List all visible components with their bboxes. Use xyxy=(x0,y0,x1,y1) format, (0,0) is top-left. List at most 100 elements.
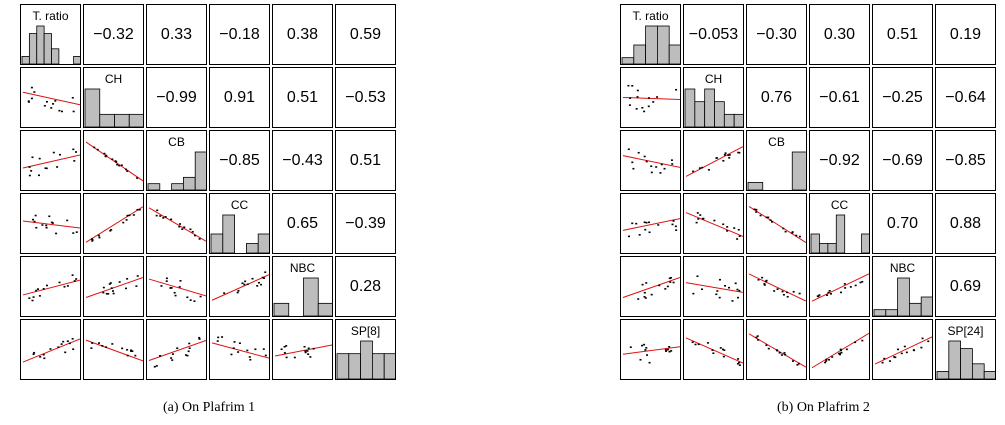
scatter-point xyxy=(764,280,767,283)
scatter-point xyxy=(755,211,758,213)
correlation-cell: −0.18 xyxy=(209,4,270,65)
scatter-point xyxy=(98,342,101,344)
scatter-point xyxy=(736,362,739,365)
scatter-point xyxy=(221,336,224,338)
scatter-point xyxy=(631,85,634,87)
scatter-point xyxy=(50,221,53,224)
scatter-point xyxy=(125,168,128,171)
scatter-point xyxy=(738,289,741,292)
histogram-plot xyxy=(336,340,395,379)
scatter-point xyxy=(755,336,758,339)
correlation-value: 0.51 xyxy=(886,25,919,43)
histogram-bar xyxy=(303,277,319,316)
scatter-point xyxy=(666,285,669,288)
scatter-point xyxy=(648,361,651,364)
scatter-point xyxy=(44,167,47,169)
scatter-point xyxy=(136,275,139,277)
scatter-point xyxy=(91,342,94,344)
scatter-point xyxy=(178,223,181,225)
scatter-point xyxy=(102,291,105,294)
scatter-point xyxy=(713,219,716,222)
correlation-cell: −0.85 xyxy=(209,130,270,191)
correlation-value: −0.64 xyxy=(945,88,986,106)
correlation-cell: 0.51 xyxy=(335,130,396,191)
variable-label: SP[24] xyxy=(947,324,984,338)
scatter-point xyxy=(42,288,45,290)
scatter-plot xyxy=(685,337,743,366)
scatter-point xyxy=(93,146,96,149)
scatter-point xyxy=(41,224,44,226)
scatter-point xyxy=(116,163,119,166)
scatter-point xyxy=(193,234,196,237)
scatter-point xyxy=(60,343,63,345)
correlation-cell: −0.39 xyxy=(335,193,396,254)
scatter-plot-cell xyxy=(83,193,144,254)
scatter-point xyxy=(121,347,124,350)
scatter-point xyxy=(927,340,930,343)
histogram-bar xyxy=(827,243,837,253)
scatter-point xyxy=(631,222,634,225)
scatter-point xyxy=(165,277,168,280)
scatter-plot xyxy=(811,273,869,302)
scatter-point xyxy=(238,342,241,345)
scatter-plot xyxy=(748,206,806,243)
histogram-bar xyxy=(704,88,715,127)
scatter-point xyxy=(28,166,31,168)
histogram-bar xyxy=(210,233,224,253)
variable-label: CB xyxy=(768,135,785,149)
scatter-point xyxy=(765,344,768,347)
scatter-point xyxy=(174,294,177,297)
scatter-point xyxy=(912,349,915,351)
scatter-point xyxy=(668,346,671,348)
scatter-point xyxy=(829,293,832,295)
scatter-point xyxy=(702,217,705,220)
correlation-cell: −0.53 xyxy=(335,67,396,128)
scatter-point xyxy=(695,221,698,224)
histogram-bar xyxy=(920,296,932,316)
scatter-point xyxy=(264,271,267,274)
scatter-point xyxy=(171,353,174,355)
scatter-point xyxy=(134,354,137,357)
scatter-plot-cell xyxy=(20,130,81,191)
scatter-point xyxy=(198,338,201,340)
scatter-plot-cell xyxy=(146,319,207,380)
scatter-point xyxy=(921,337,924,340)
scatter-point xyxy=(767,216,770,219)
scatter-point xyxy=(845,348,848,351)
histogram-bar xyxy=(99,113,115,127)
scatter-point xyxy=(734,282,737,285)
scatter-point xyxy=(647,97,650,99)
regression-line xyxy=(622,346,680,355)
variable-label: NBC xyxy=(889,261,916,275)
scatter-point xyxy=(112,292,115,295)
scatter-plot-cell xyxy=(20,67,81,128)
scatter-point xyxy=(701,288,704,291)
scatter-point xyxy=(126,354,129,357)
scatter-point xyxy=(246,349,249,352)
scatter-point xyxy=(126,349,129,351)
scatter-plot xyxy=(622,84,680,113)
scatter-point xyxy=(248,356,251,358)
histogram-bar xyxy=(936,371,950,379)
scatter-point xyxy=(131,350,134,352)
scatter-point xyxy=(188,347,191,350)
scatter-point xyxy=(30,97,33,100)
scatter-point xyxy=(643,343,646,346)
scatter-point xyxy=(312,347,315,350)
scatter-point xyxy=(881,361,884,364)
scatter-point xyxy=(798,235,801,238)
scatter-point xyxy=(726,226,729,228)
scatter-point xyxy=(72,348,75,350)
scatter-point xyxy=(647,221,650,224)
scatter-point xyxy=(72,110,75,113)
scatter-point xyxy=(176,347,179,349)
scatter-point xyxy=(108,283,111,285)
scatter-point xyxy=(293,356,296,359)
scatter-point xyxy=(122,221,125,224)
scatter-point xyxy=(755,208,758,211)
correlation-value: −0.25 xyxy=(882,88,923,106)
scatter-plot-cell xyxy=(683,193,744,254)
scatter-point xyxy=(251,277,254,280)
scatter-point xyxy=(193,300,196,302)
scatter-plot xyxy=(22,214,80,235)
